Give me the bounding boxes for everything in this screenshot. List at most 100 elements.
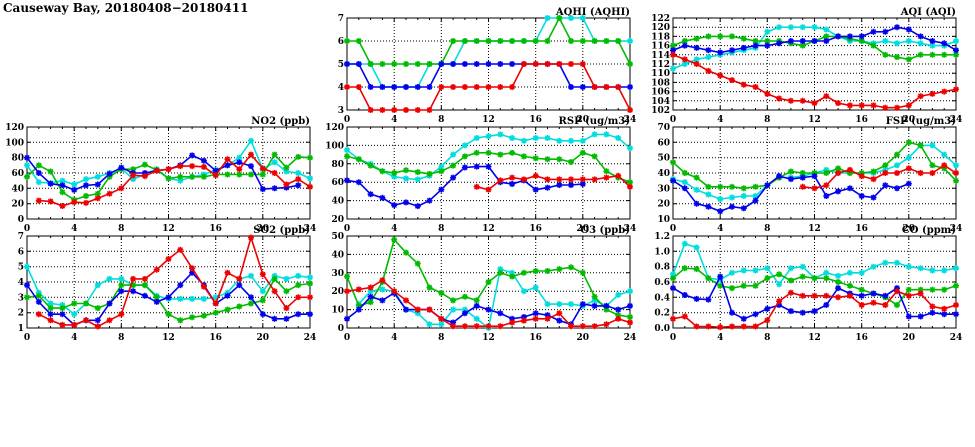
no2-xtick-label: 20	[257, 224, 270, 234]
aqhi-ytick-label: 3	[338, 106, 344, 116]
rsp-xtick-label: 24	[624, 224, 637, 234]
aqi-xtick-label: 12	[808, 115, 821, 125]
fsp-ytick-label: 20	[657, 200, 670, 210]
rsp-cyan-series-markers	[344, 131, 633, 183]
chart-rsp: 20 40 60 80 100 120 0 4 8 12 16 20 24 RSP (ug/m3)	[320, 115, 637, 237]
no2-xtick-label: 24	[304, 224, 317, 234]
aqhi-cyan-series-line	[347, 17, 630, 88]
fsp-xtick-label: 12	[808, 224, 821, 234]
rsp-green-series-markers	[344, 149, 633, 186]
aqi-ytick-label: 120	[651, 23, 670, 33]
aqhi-plot: 3 4 5 6 7 0 4 8 12 16 20 24 AQHI (AQHI)	[338, 7, 637, 125]
aqhi-xtick-label: 20	[577, 115, 590, 125]
o3-xtick-label: 0	[344, 333, 350, 343]
aqi-ytick-label: 112	[651, 60, 670, 70]
rsp-title: RSP (ug/m3)	[559, 116, 630, 127]
so2-ytick-label: 4	[18, 278, 24, 288]
chart-fsp: 10 20 30 40 50 60 70 0 4 8 12 16 20 24 FSP (ug/m3)	[646, 115, 963, 237]
fsp-red-series-markers	[799, 162, 959, 192]
aqhi-xtick-label: 16	[529, 115, 542, 125]
rsp-red-series-markers	[473, 172, 633, 193]
co-green-series-markers	[670, 265, 959, 308]
co-ytick-label: 0.8	[654, 263, 670, 273]
co-cyan-series-markers	[670, 240, 959, 288]
no2-xtick-label: 16	[209, 224, 222, 234]
aqhi-title: AQHI (AQHI)	[555, 7, 630, 18]
chart-aqi: 102 104 106 108 110 112 114 116 118 120 122 0 4 8 12 16…	[646, 6, 963, 128]
co-red-series-markers	[670, 288, 959, 331]
aqi-ytick-label: 122	[651, 14, 670, 24]
no2-ytick-label: 20	[11, 200, 24, 210]
aqi-xtick-label: 8	[764, 115, 770, 125]
so2-ytick-label: 6	[18, 247, 24, 257]
o3-blue-series-markers	[344, 290, 633, 328]
rsp-xtick-label: 4	[391, 224, 397, 234]
so2-xtick-label: 12	[162, 333, 175, 343]
o3-xtick-label: 8	[438, 333, 444, 343]
aqi-blue-series-markers	[670, 24, 959, 56]
fsp-title: FSP (ug/m3)	[886, 116, 956, 127]
fsp-green-series-markers	[670, 139, 959, 192]
so2-ytick-label: 1	[18, 324, 24, 334]
o3-ytick-label: 30	[331, 269, 344, 279]
co-ytick-label: 0.2	[654, 309, 670, 319]
chart-no2: 0 20 40 60 80 100 120 0 4 8 12 16 20 24 NO2 (ppb)	[0, 115, 317, 237]
no2-xtick-label: 4	[71, 224, 77, 234]
no2-ytick-label: 80	[11, 154, 24, 164]
no2-xtick-label: 8	[118, 224, 124, 234]
page-title: Causeway Bay, 20180408−20180411	[3, 1, 249, 15]
o3-ytick-label: 50	[331, 232, 344, 242]
no2-ytick-label: 120	[5, 123, 24, 133]
no2-xtick-label: 0	[24, 224, 30, 234]
co-xtick-label: 4	[717, 333, 723, 343]
so2-ytick-label: 3	[18, 293, 24, 303]
aqi-xtick-label: 16	[855, 115, 868, 125]
aqhi-ytick-label: 5	[338, 60, 344, 70]
chart-aqhi: 3 4 5 6 7 0 4 8 12 16 20 24 AQHI (AQHI)	[320, 6, 637, 128]
so2-title: SO2 (ppb)	[253, 225, 310, 236]
co-ytick-label: 0.0	[654, 324, 670, 334]
aqi-xtick-label: 0	[670, 115, 676, 125]
no2-ytick-label: 40	[11, 184, 24, 194]
o3-ytick-label: 40	[331, 250, 344, 260]
no2-plot: 0 20 40 60 80 100 120 0 4 8 12 16 20 24 NO2 (ppb)	[5, 116, 317, 234]
rsp-xtick-label: 20	[577, 224, 590, 234]
rsp-ytick-label: 20	[331, 215, 344, 225]
rsp-xtick-label: 0	[344, 224, 350, 234]
co-ytick-label: 0.6	[654, 278, 670, 288]
rsp-xtick-label: 12	[482, 224, 495, 234]
rsp-ytick-label: 100	[325, 141, 344, 151]
so2-xtick-label: 8	[118, 333, 124, 343]
aqi-green-series-markers	[670, 33, 959, 63]
o3-red-series-markers	[344, 277, 633, 330]
aqhi-xtick-label: 24	[624, 115, 637, 125]
fsp-ticks	[672, 126, 957, 220]
fsp-xtick-label: 16	[855, 224, 868, 234]
so2-xtick-label: 16	[209, 333, 222, 343]
fsp-xtick-label: 8	[764, 224, 770, 234]
aqhi-xtick-label: 12	[482, 115, 495, 125]
so2-green-series-markers	[24, 275, 313, 324]
no2-title: NO2 (ppb)	[251, 116, 310, 127]
so2-ticks	[26, 235, 311, 329]
rsp-xtick-label: 8	[438, 224, 444, 234]
o3-green-series-markers	[344, 236, 633, 320]
chart-co: 0.0 0.2 0.4 0.6 0.8 1.0 1.2 0 4 8 12 16 20 24 CO (ppm)	[646, 224, 963, 346]
fsp-ytick-label: 40	[657, 169, 670, 179]
aqhi-red-series-markers	[344, 61, 633, 113]
so2-red-series-markers	[35, 234, 313, 330]
o3-xtick-label: 4	[391, 333, 397, 343]
aqhi-ytick-label: 7	[338, 14, 344, 24]
aqi-ytick-label: 118	[651, 32, 670, 42]
no2-red-series-markers	[35, 151, 313, 209]
aqi-xtick-label: 4	[717, 115, 723, 125]
no2-ytick-label: 100	[5, 138, 24, 148]
fsp-ytick-label: 70	[657, 123, 670, 133]
so2-xtick-label: 20	[257, 333, 270, 343]
o3-xtick-label: 20	[577, 333, 590, 343]
